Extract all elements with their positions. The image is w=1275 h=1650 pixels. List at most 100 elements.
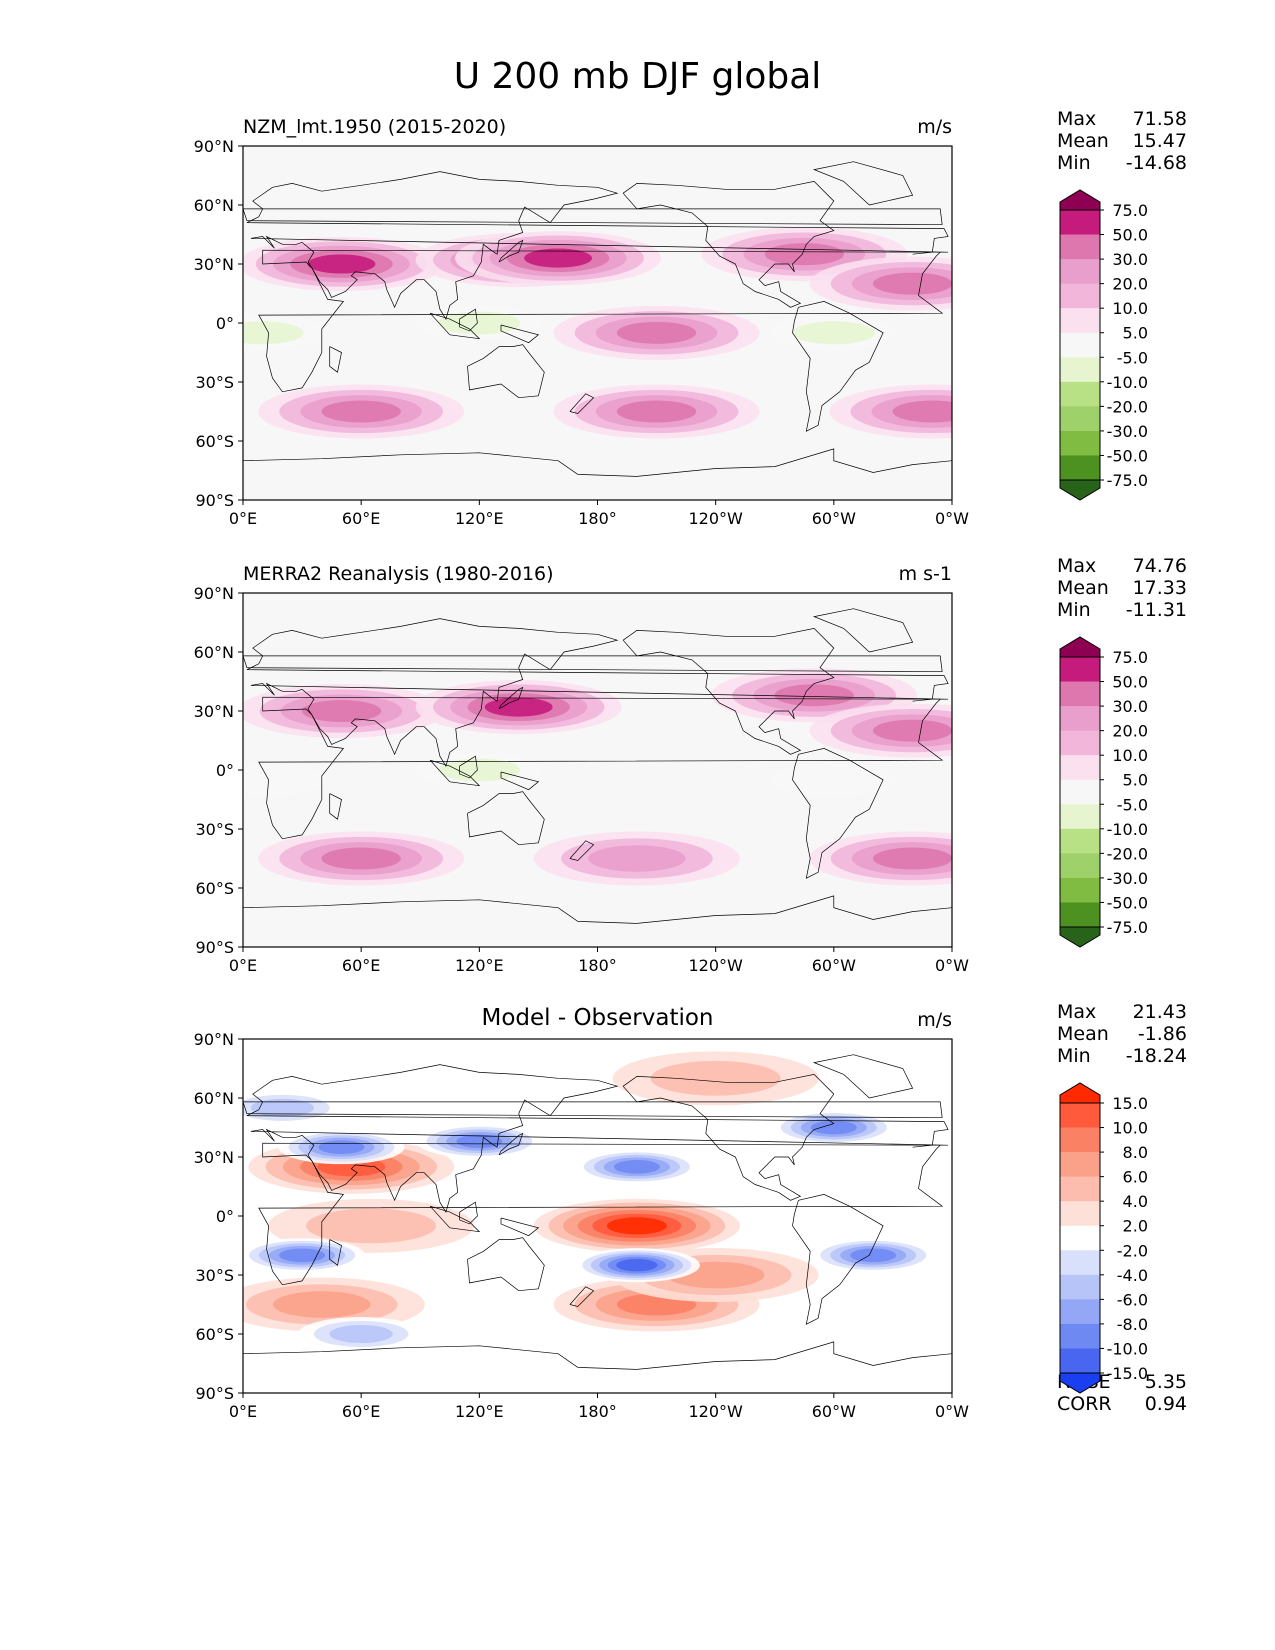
stat-row: Max 71.58: [1057, 108, 1187, 130]
colorbar-extend-bottom: [1059, 479, 1101, 501]
field-contour: [273, 1291, 371, 1318]
stat-label: Mean: [1057, 577, 1109, 599]
colorbar-label: -50.0: [1107, 446, 1148, 465]
y-tick-label: 60°S: [195, 879, 234, 898]
y-tick-label: 60°N: [194, 1089, 234, 1108]
stat-value: -14.68: [1125, 152, 1187, 174]
x-tick-label: 120°W: [688, 1402, 743, 1421]
colorbar-label: 5.0: [1123, 324, 1148, 343]
field-contour: [588, 845, 686, 872]
stat-row: Min -11.31: [1057, 599, 1187, 621]
field-contour: [321, 847, 401, 870]
y-tick-label: 60°S: [195, 432, 234, 451]
colorbar-swatch: [1060, 283, 1100, 309]
colorbar-swatch: [1060, 1250, 1100, 1276]
colorbar-label: 30.0: [1112, 697, 1148, 716]
coastline: [243, 1101, 943, 1119]
field-contour: [616, 1258, 658, 1272]
stat-value: 5.35: [1144, 1371, 1187, 1393]
colorbar-label: -15.0: [1107, 1364, 1148, 1383]
x-tick-label: 120°E: [455, 509, 504, 528]
stat-value: 15.47: [1132, 130, 1187, 152]
field-contour: [301, 700, 382, 722]
colorbar-label: -75.0: [1107, 471, 1148, 490]
colorbar-label: 50.0: [1112, 673, 1148, 692]
y-tick-label: 60°N: [194, 196, 234, 215]
coastline: [569, 393, 595, 414]
coastline: [812, 608, 914, 653]
colorbar-swatch: [1060, 332, 1100, 358]
field-layer: [243, 1051, 952, 1370]
coastline: [329, 1239, 342, 1266]
coastline: [467, 791, 545, 846]
y-tick-label: 60°S: [195, 1325, 234, 1344]
colorbar-label: 15.0: [1112, 1094, 1148, 1113]
colorbar-label: 20.0: [1112, 275, 1148, 294]
colorbar-extend-top: [1059, 189, 1101, 211]
colorbar-swatch: [1060, 381, 1100, 407]
colorbar-swatch: [1060, 430, 1100, 456]
field-contour: [872, 719, 952, 742]
colorbar-label: -2.0: [1117, 1241, 1148, 1260]
x-tick-label: 60°W: [812, 956, 856, 975]
stat-value: -11.31: [1125, 599, 1187, 621]
stat-label: Min: [1057, 1045, 1091, 1067]
field-contour: [306, 1208, 437, 1244]
colorbar-label: -5.0: [1117, 795, 1148, 814]
x-tick-label: 60°W: [812, 1402, 856, 1421]
stat-label: Max: [1057, 555, 1097, 577]
colorbar: 75.0 50.0 30.0 20.0 10.0 5.0 -5.0 -10.0 -20.0 -30…: [1059, 189, 1148, 501]
y-tick-label: 0°: [216, 314, 234, 333]
coastline: [569, 1286, 595, 1307]
y-tick-label: 90°S: [195, 938, 234, 957]
colorbar-label: -30.0: [1107, 869, 1148, 888]
field-contour: [650, 1060, 781, 1096]
colorbar-swatch: [1060, 1127, 1100, 1153]
colorbar-label: -10.0: [1107, 820, 1148, 839]
colorbar-label: -75.0: [1107, 918, 1148, 937]
x-tick-label: 0°E: [229, 1402, 257, 1421]
colorbar-label: -20.0: [1107, 844, 1148, 863]
colorbar-label: -4.0: [1117, 1266, 1148, 1285]
colorbar-swatch: [1060, 706, 1100, 732]
coastline: [622, 181, 835, 308]
coastline: [258, 696, 944, 840]
colorbar-swatch: [1060, 1152, 1100, 1178]
stat-label: Max: [1057, 1001, 1097, 1023]
y-tick-label: 30°N: [194, 255, 234, 274]
map-plot: 0°E 60°E 120°E 180° 120°W 60°W 0°W 90°N 60°N 30°N…: [194, 584, 970, 975]
coastline: [569, 840, 595, 861]
colorbar-frame: [1059, 209, 1101, 481]
field-contour: [613, 1160, 660, 1174]
coastline: [622, 1074, 835, 1201]
y-tick-label: 90°S: [195, 1384, 234, 1403]
coastline: [812, 1054, 914, 1099]
field-contour: [770, 762, 897, 797]
field-layer: [243, 608, 952, 924]
colorbar-swatch: [1060, 1323, 1100, 1349]
field-contour: [872, 272, 952, 295]
field-contour: [318, 1140, 365, 1154]
stat-value: 71.58: [1132, 108, 1187, 130]
coastline: [243, 655, 943, 673]
stat-row: Mean 15.47: [1057, 130, 1187, 152]
coastline: [459, 755, 478, 779]
stat-label: Mean: [1057, 130, 1109, 152]
field-contour: [810, 1120, 857, 1135]
coastline: [792, 748, 884, 879]
map-plot: 0°E 60°E 120°E 180° 120°W 60°W 0°W 90°N 60°N 30°N…: [194, 1030, 970, 1421]
colorbar-swatch: [1060, 804, 1100, 830]
colorbar-swatch: [1060, 1201, 1100, 1227]
coastline: [429, 759, 481, 787]
stat-label: Min: [1057, 152, 1091, 174]
x-tick-label: 120°W: [688, 509, 743, 528]
x-tick-label: 180°: [578, 509, 617, 528]
colorbar-label: 75.0: [1112, 648, 1148, 667]
coastline: [498, 239, 524, 263]
colorbar-label: -5.0: [1117, 348, 1148, 367]
coastline: [467, 344, 545, 399]
colorbar-extend-top: [1059, 636, 1101, 658]
coastline: [467, 1237, 545, 1292]
colorbar-swatch: [1060, 1176, 1100, 1202]
stat-label: Mean: [1057, 1023, 1109, 1045]
